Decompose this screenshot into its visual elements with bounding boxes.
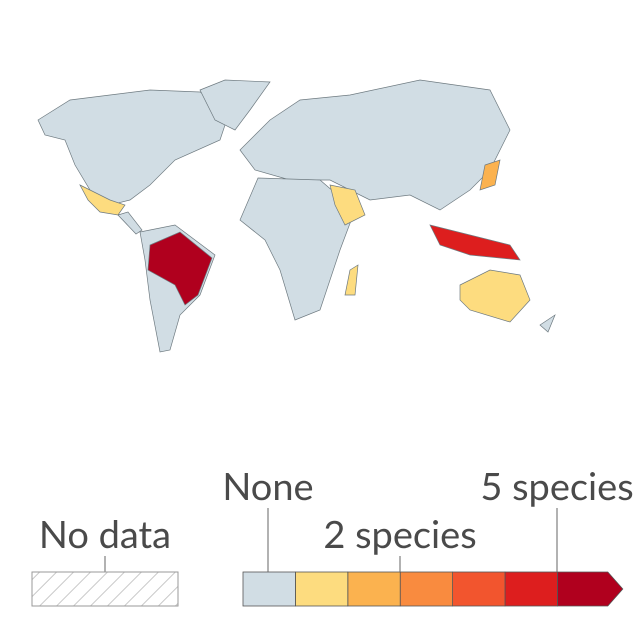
saudi-arabia	[329, 184, 366, 226]
legend-swatch	[557, 571, 624, 607]
legend-label: None	[222, 463, 313, 509]
indonesia	[429, 224, 521, 261]
new-zealand	[539, 314, 556, 333]
legend-swatch	[294, 571, 349, 607]
madagascar	[344, 264, 359, 296]
legend-swatch	[399, 571, 454, 607]
north-america	[37, 89, 231, 206]
legend-label: No data	[39, 511, 171, 557]
japan	[479, 159, 501, 191]
legend-label: 2 species	[323, 511, 476, 557]
legend-label: 5 species	[480, 463, 633, 509]
greenland	[199, 79, 271, 131]
central-america	[117, 211, 143, 235]
legend: No data None 2 species 5 species	[31, 463, 634, 607]
legend-swatch	[347, 571, 401, 607]
brazil	[147, 231, 213, 306]
legend-swatch	[242, 571, 296, 607]
world-map	[37, 79, 556, 353]
legend-swatch	[452, 571, 506, 607]
australia	[459, 269, 531, 323]
no-data-swatch	[31, 571, 179, 607]
legend-swatch	[504, 571, 558, 607]
